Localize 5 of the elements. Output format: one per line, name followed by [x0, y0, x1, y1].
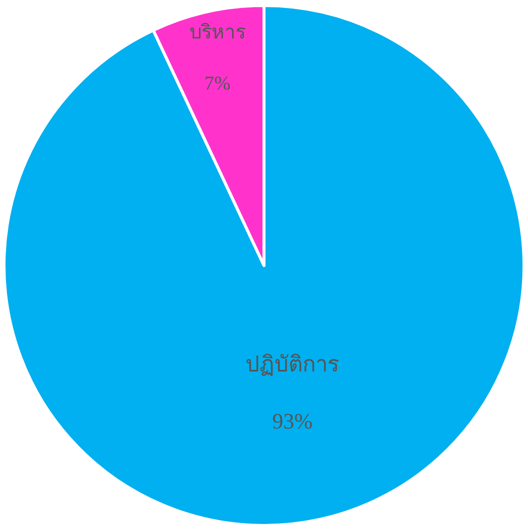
data-label: 93%	[272, 408, 313, 434]
slice-label: บริหาร	[189, 22, 246, 44]
pie-slice	[2, 4, 526, 527]
slice-label: ปฏิบัติการ	[245, 351, 340, 376]
data-label: 7%	[204, 73, 230, 94]
